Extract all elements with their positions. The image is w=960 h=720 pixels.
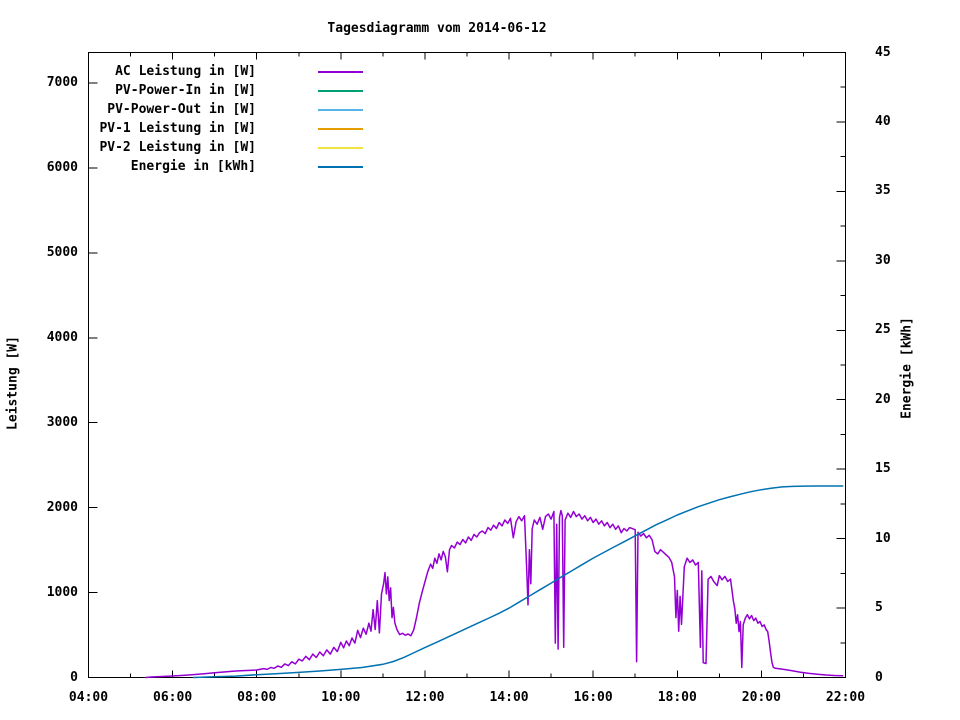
legend-item-ac-leistung: AC Leistung in [W] [88, 62, 363, 81]
x-tick-label: 16:00 [573, 690, 613, 705]
x-tick-label: 22:00 [825, 690, 866, 705]
y-right-tick-label: 45 [875, 44, 891, 60]
x-tick-label: 14:00 [489, 690, 529, 705]
legend-label: PV-2 Leistung in [W] [99, 140, 256, 155]
y-right-tick-label: 30 [875, 252, 891, 268]
y-left-tick-label: 6000 [46, 159, 78, 175]
y-left-tick-label: 3000 [46, 414, 78, 430]
x-tick-label: 10:00 [321, 690, 361, 705]
chart-title: Tagesdiagramm vom 2014-06-12 [327, 21, 547, 36]
y-left-tick-label: 7000 [46, 75, 78, 91]
x-tick-label: 18:00 [657, 690, 697, 705]
legend: AC Leistung in [W] PV-Power-In in [W] PV… [88, 62, 363, 176]
legend-item-pv1-leistung: PV-1 Leistung in [W] [88, 119, 363, 138]
y-left-tick-label: 1000 [46, 584, 78, 600]
legend-line-sample-energie [318, 165, 363, 168]
legend-item-pv-power-out: PV-Power-Out in [W] [88, 100, 363, 119]
legend-line-sample-pv1-leistung [318, 127, 363, 130]
y-left-tick-label: 0 [70, 669, 78, 685]
x-tick-label: 04:00 [68, 690, 109, 705]
legend-label: PV-1 Leistung in [W] [99, 121, 256, 136]
legend-item-energie: Energie in [kWh] [88, 157, 363, 176]
y-left-tick-label: 5000 [46, 244, 78, 260]
y-right-tick-label: 20 [875, 391, 891, 407]
y-left-tick-label: 4000 [46, 329, 78, 345]
y-right-tick-label: 40 [875, 113, 891, 129]
x-tick-label: 20:00 [741, 690, 781, 705]
legend-label: Energie in [kWh] [130, 159, 256, 174]
legend-line-sample-pv-power-in [318, 89, 363, 92]
legend-line-sample-ac-leistung [318, 70, 363, 73]
y-right-tick-label: 5 [875, 600, 883, 616]
x-tick-label: 08:00 [237, 690, 277, 705]
y-right-tick-label: 15 [875, 461, 891, 477]
x-tick-label: 06:00 [153, 690, 193, 705]
legend-item-pv2-leistung: PV-2 Leistung in [W] [88, 138, 363, 157]
legend-line-sample-pv2-leistung [318, 146, 363, 149]
legend-label: PV-Power-Out in [W] [107, 102, 256, 117]
y-right-tick-label: 10 [875, 530, 891, 546]
y-left-axis-title: Leistung [W] [5, 336, 21, 430]
legend-item-pv-power-in: PV-Power-In in [W] [88, 81, 363, 100]
y-right-tick-label: 0 [875, 669, 883, 685]
legend-label: PV-Power-In in [W] [115, 83, 256, 98]
legend-label: AC Leistung in [W] [115, 64, 256, 79]
y-left-tick-label: 2000 [46, 499, 78, 515]
y-right-tick-label: 25 [875, 322, 891, 338]
y-right-tick-label: 35 [875, 183, 891, 199]
y-right-axis-title: Energie [kWh] [899, 317, 915, 419]
x-tick-label: 12:00 [405, 690, 445, 705]
legend-line-sample-pv-power-out [318, 108, 363, 111]
